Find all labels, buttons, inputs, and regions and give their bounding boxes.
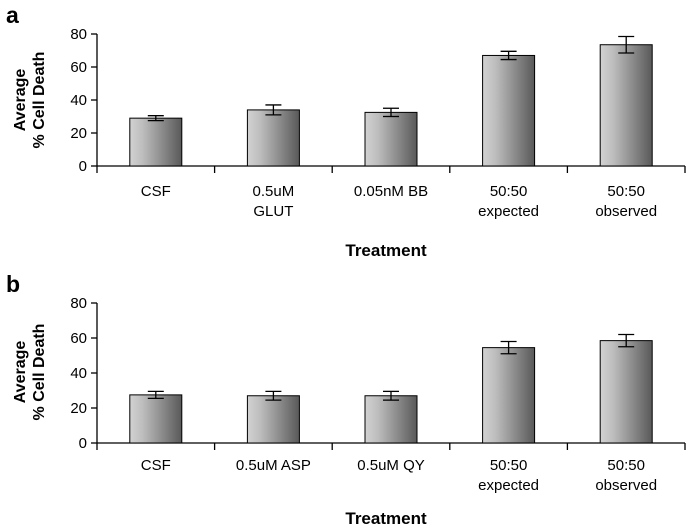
- panel-a-error-bar: [500, 50, 517, 61]
- panel-a-error-bar: [265, 104, 282, 116]
- panel-a-x-tick-label: 50:50 observed: [595, 183, 657, 220]
- panel-b-x-tick-label: 0.5uM ASP: [236, 457, 311, 474]
- panel-b-x-tick-label: 50:50 expected: [478, 457, 539, 494]
- panel-b-x-tick-label: CSF: [141, 457, 171, 474]
- panel-a-bar: [599, 44, 653, 167]
- panel-a-y-tick-label: 80: [70, 26, 87, 43]
- panel-a-bar: [246, 109, 300, 167]
- panel-a-y-tick-label: 40: [70, 92, 87, 109]
- panel-a-error-bar: [383, 107, 399, 118]
- panel-b-x-axis-label: Treatment: [345, 509, 427, 528]
- panel-a-x-axis-label: Treatment: [345, 241, 427, 260]
- panel-b-y-tick-label: 60: [70, 330, 87, 347]
- panel-b-y-tick-label: 40: [70, 365, 87, 382]
- panel-a-y-tick-label: 60: [70, 59, 87, 76]
- panel-b-bar: [246, 395, 300, 444]
- panel-b-bar: [482, 347, 536, 444]
- panel-b-x-tick-label: 50:50 observed: [595, 457, 657, 494]
- panel-a-error-bar: [147, 115, 164, 122]
- panel-b-y-tick-label: 0: [79, 435, 87, 452]
- panel-b-bar: [599, 340, 653, 444]
- panel-a-y-tick-label: 20: [70, 125, 87, 142]
- panel-b-bar: [364, 395, 418, 444]
- panel-a-chart: 0 20 40 60 80 CSF 0.5uM GLUT 0.05nM BB 50:50 expec…: [70, 26, 686, 220]
- panel-a-y-tick-label: 0: [79, 158, 87, 175]
- panel-b-error-bar: [618, 333, 635, 348]
- panel-b-letter: b: [6, 271, 21, 297]
- panel-a-letter: a: [6, 2, 19, 28]
- panel-a-x-tick-label: 0.05nM BB: [354, 183, 428, 200]
- panel-b-error-bar: [147, 390, 164, 400]
- panel-b-bar: [129, 394, 183, 444]
- panel-a-x-tick-label: 0.5uM GLUT: [253, 183, 295, 220]
- panel-a-x-tick-label: 50:50 expected: [478, 183, 539, 220]
- panel-b-x-tick-label: 0.5uM QY: [357, 457, 425, 474]
- panel-b-y-tick-label: 80: [70, 295, 87, 312]
- panel-a-error-bar: [618, 35, 635, 54]
- panel-b-error-bar: [500, 340, 517, 355]
- panel-b-error-bar: [265, 390, 282, 401]
- panel-a-bar: [482, 54, 536, 167]
- panel-b-error-bar: [383, 390, 399, 401]
- panel-b-y-tick-label: 20: [70, 400, 87, 417]
- panel-a-bar: [129, 117, 183, 167]
- panel-a-x-tick-label: CSF: [141, 183, 171, 200]
